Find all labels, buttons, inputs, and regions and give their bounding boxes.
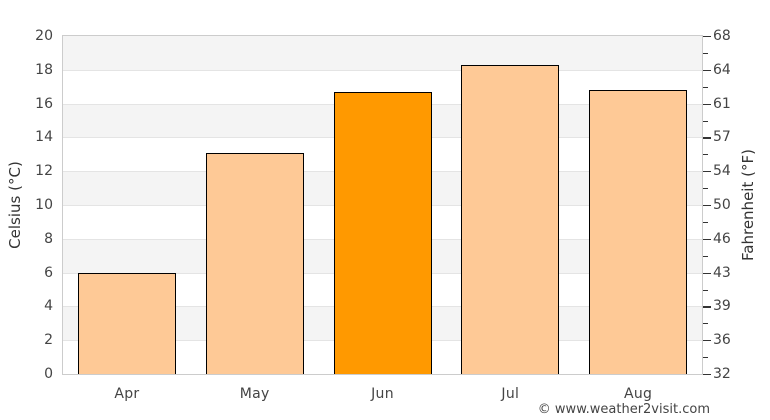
month-label-may: May — [239, 386, 270, 402]
minor-tick — [703, 323, 708, 325]
fahrenheit-tick-64: 64 — [713, 61, 731, 78]
celsius-tick-10: 10 — [35, 197, 53, 213]
major-tick — [703, 36, 711, 38]
major-tick — [703, 137, 711, 139]
minor-tick — [703, 188, 708, 190]
minor-tick — [703, 357, 708, 359]
fahrenheit-tick-43: 43 — [713, 264, 731, 281]
fahrenheit-tick-54: 54 — [713, 163, 731, 180]
month-label-aug: Aug — [623, 386, 653, 402]
fahrenheit-tick-61: 61 — [713, 95, 731, 112]
celsius-tick-12: 12 — [35, 163, 53, 180]
fahrenheit-tick-39: 39 — [713, 298, 731, 315]
bar-jun — [333, 91, 432, 374]
celsius-tick-14: 14 — [35, 129, 53, 146]
major-tick — [703, 205, 711, 207]
fahrenheit-tick-32: 32 — [713, 366, 731, 382]
minor-tick — [703, 120, 708, 122]
bar-may — [205, 152, 304, 374]
celsius-tick-4: 4 — [44, 298, 53, 315]
major-tick — [703, 272, 711, 274]
celsius-tick-18: 18 — [35, 61, 53, 78]
minor-tick — [703, 289, 708, 291]
major-tick — [703, 69, 711, 71]
bar-aug — [589, 90, 688, 374]
celsius-tick-0: 0 — [44, 366, 53, 382]
month-label-jun: Jun — [371, 386, 394, 402]
major-tick — [703, 171, 711, 173]
minor-tick — [703, 154, 708, 156]
fahrenheit-tick-46: 46 — [713, 230, 731, 247]
major-tick — [703, 306, 711, 308]
bar-apr — [77, 272, 176, 374]
minor-tick — [703, 255, 708, 257]
celsius-tick-8: 8 — [44, 230, 53, 247]
copyright-text: © www.weather2visit.com — [537, 402, 710, 417]
major-tick — [703, 374, 711, 376]
major-tick — [703, 238, 711, 240]
celsius-tick-2: 2 — [44, 332, 53, 349]
fahrenheit-tick-36: 36 — [713, 332, 731, 349]
major-tick — [703, 103, 711, 105]
major-tick — [703, 340, 711, 342]
grid-band — [63, 36, 702, 70]
celsius-tick-6: 6 — [44, 264, 53, 281]
month-label-jul: Jul — [501, 386, 520, 402]
gridline — [63, 69, 702, 71]
fahrenheit-tick-68: 68 — [713, 28, 731, 44]
minor-tick — [703, 86, 708, 88]
fahrenheit-tick-57: 57 — [713, 129, 731, 146]
fahrenheit-tick-50: 50 — [713, 197, 731, 213]
month-label-apr: Apr — [114, 386, 140, 402]
celsius-tick-20: 20 — [35, 28, 53, 44]
plot-area — [62, 35, 703, 375]
minor-tick — [703, 221, 708, 224]
fahrenheit-axis-title: Fahrenheit (°F) — [739, 149, 757, 261]
celsius-tick-16: 16 — [35, 95, 53, 112]
bar-jul — [461, 64, 560, 374]
minor-tick — [703, 52, 708, 55]
